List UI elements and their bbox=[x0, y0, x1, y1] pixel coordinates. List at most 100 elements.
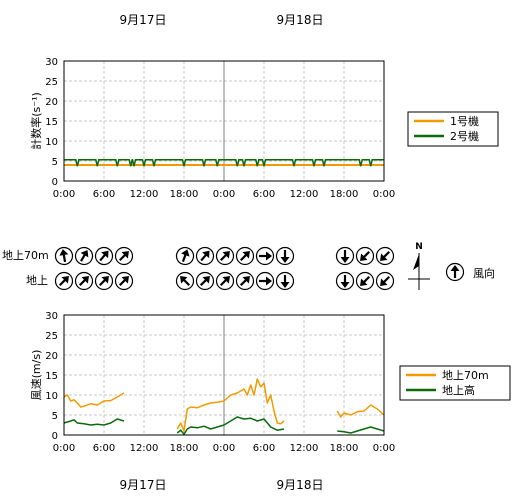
wind-arrow-ground-icon bbox=[355, 271, 375, 291]
wind-legend-label: 風向 bbox=[473, 266, 495, 280]
count-rate-ytick-label: 10 bbox=[45, 137, 58, 148]
count-rate-xtick-label: 12:00 bbox=[130, 189, 159, 200]
top-date-day2: 9月18日 bbox=[277, 13, 324, 27]
count-rate-ytick-label: 25 bbox=[45, 77, 58, 88]
count-rate-ticks: 0 5 10 15 20 25 30 0:00 6:00 12:00 18:00 0:00 6:00 12… bbox=[45, 57, 395, 200]
wind-speed-ytick-label: 0 bbox=[52, 431, 58, 442]
wind-speed-xtick-label: 0:00 bbox=[373, 443, 395, 454]
wind-arrow-ground-icon bbox=[375, 271, 395, 291]
wind-arrow-70m-icon bbox=[275, 246, 295, 266]
wind-arrow-70m-icon bbox=[175, 246, 195, 266]
wind-arrow-ground-icon bbox=[94, 271, 114, 291]
wind-speed-xtick-label: 12:00 bbox=[290, 443, 319, 454]
wind-speed-plot-frame bbox=[63, 314, 385, 436]
wind-arrow-70m-icon bbox=[74, 246, 94, 266]
wind-speed-xtick-label: 12:00 bbox=[130, 443, 159, 454]
count-rate-gridlines bbox=[64, 61, 384, 181]
wind-arrow-70m-icon bbox=[375, 246, 395, 266]
wind-arrow-ground-icon bbox=[195, 271, 215, 291]
wind-speed-ytick-label: 25 bbox=[45, 331, 58, 342]
legend-label-unit2: 2号機 bbox=[450, 129, 479, 143]
bottom-date-day2: 9月18日 bbox=[277, 478, 324, 492]
wind-speed-xtick-label: 18:00 bbox=[330, 443, 359, 454]
count-rate-ytick-label: 0 bbox=[52, 177, 58, 188]
count-rate-ytick-label: 20 bbox=[45, 97, 58, 108]
count-rate-ytick-label: 15 bbox=[45, 117, 58, 128]
wind-arrow-ground-icon bbox=[74, 271, 94, 291]
wind-speed-series-1-segment bbox=[176, 378, 285, 432]
count-rate-series-2-line bbox=[64, 159, 384, 167]
wind-speed-series-2-segment bbox=[337, 426, 385, 434]
wind-speed-series-1-segment bbox=[63, 392, 125, 408]
wind-arrow-70m-icon bbox=[255, 246, 275, 266]
wind-arrow-ground-icon bbox=[255, 271, 275, 291]
legend-label-ground: 地上高 bbox=[442, 383, 475, 397]
wind-arrows bbox=[54, 246, 395, 291]
north-indicator: N bbox=[408, 242, 430, 290]
wind-speed-series bbox=[63, 378, 385, 435]
wind-speed-xtick-label: 6:00 bbox=[253, 443, 275, 454]
wind-speed-series-2-segment bbox=[176, 416, 285, 435]
count-rate-xtick-label: 18:00 bbox=[170, 189, 199, 200]
wind-direction-panel: 地上70m 地上 N 風向 bbox=[2, 242, 495, 291]
count-rate-xtick-label: 0:00 bbox=[53, 189, 75, 200]
wind-arrow-70m-icon bbox=[195, 246, 215, 266]
legend-label-70m: 地上70m bbox=[442, 369, 489, 382]
wind-speed-ytick-label: 20 bbox=[45, 351, 58, 362]
wind-row1-label: 地上70m bbox=[2, 249, 49, 262]
wind-speed-gridlines bbox=[64, 315, 384, 435]
bottom-date-day1: 9月17日 bbox=[120, 478, 167, 492]
wind-arrow-70m-icon bbox=[335, 246, 355, 266]
count-rate-legend: 1号機 2号機 bbox=[407, 111, 499, 147]
wind-speed-legend: 地上70m 地上高 bbox=[399, 365, 511, 401]
count-rate-xtick-label: 18:00 bbox=[330, 189, 359, 200]
wind-arrow-ground-icon bbox=[335, 271, 355, 291]
wind-speed-ytick-label: 30 bbox=[45, 311, 58, 322]
wind-speed-xtick-label: 6:00 bbox=[93, 443, 115, 454]
wind-speed-ytick-label: 5 bbox=[52, 411, 58, 422]
wind-speed-xtick-label: 0:00 bbox=[53, 443, 75, 454]
count-rate-series bbox=[64, 159, 384, 167]
wind-legend-arrow-icon bbox=[445, 262, 465, 282]
wind-speed-xtick-label: 18:00 bbox=[170, 443, 199, 454]
wind-speed-xtick-label: 0:00 bbox=[213, 443, 235, 454]
north-label: N bbox=[415, 242, 423, 252]
wind-speed-ylabel: 風速(m/s) bbox=[30, 350, 43, 401]
count-rate-ylabel: 計数率(s⁻¹) bbox=[29, 92, 43, 150]
north-arrow-head bbox=[413, 254, 419, 270]
wind-arrow-70m-icon bbox=[215, 246, 235, 266]
wind-arrow-ground-icon bbox=[175, 271, 195, 291]
wind-arrow-ground-icon bbox=[215, 271, 235, 291]
wind-speed-series-2-segment bbox=[63, 418, 125, 426]
wind-speed-series-1-segment bbox=[336, 404, 385, 418]
wind-arrow-ground-icon bbox=[275, 271, 295, 291]
wind-arrow-70m-icon bbox=[235, 246, 255, 266]
wind-arrow-ground-icon bbox=[54, 271, 74, 291]
wind-speed-chart: 0 5 10 15 20 25 30 0:00 6:00 12:00 18:00 0:00 6:00 12… bbox=[30, 311, 395, 454]
wind-speed-legend-box bbox=[399, 365, 511, 401]
wind-arrow-70m-icon bbox=[355, 246, 375, 266]
count-rate-ytick-label: 30 bbox=[45, 57, 58, 68]
count-rate-xtick-label: 12:00 bbox=[290, 189, 319, 200]
wind-arrow-70m-icon bbox=[94, 246, 114, 266]
top-date-day1: 9月17日 bbox=[120, 13, 167, 27]
count-rate-ytick-label: 5 bbox=[52, 157, 58, 168]
wind-arrow-70m-icon bbox=[54, 246, 74, 266]
count-rate-plot-frame bbox=[63, 60, 385, 182]
count-rate-chart: 0 5 10 15 20 25 30 0:00 6:00 12:00 18:00 0:00 6:00 12… bbox=[29, 57, 395, 200]
wind-speed-ytick-label: 10 bbox=[45, 391, 58, 402]
wind-row2-label: 地上 bbox=[26, 274, 48, 287]
count-rate-xtick-label: 6:00 bbox=[253, 189, 275, 200]
count-rate-xtick-label: 6:00 bbox=[93, 189, 115, 200]
legend-label-unit1: 1号機 bbox=[450, 114, 479, 128]
wind-arrow-ground-icon bbox=[114, 271, 134, 291]
wind-arrow-70m-icon bbox=[114, 246, 134, 266]
count-rate-xtick-label: 0:00 bbox=[373, 189, 395, 200]
count-rate-legend-box bbox=[407, 111, 499, 147]
wind-arrow-ground-icon bbox=[235, 271, 255, 291]
count-rate-xtick-label: 0:00 bbox=[213, 189, 235, 200]
wind-speed-ytick-label: 15 bbox=[45, 371, 58, 382]
wind-legend-arrow-glyph bbox=[445, 262, 465, 282]
wind-speed-ticks: 0 5 10 15 20 25 30 0:00 6:00 12:00 18:00 0:00 6:00 12… bbox=[45, 311, 395, 454]
